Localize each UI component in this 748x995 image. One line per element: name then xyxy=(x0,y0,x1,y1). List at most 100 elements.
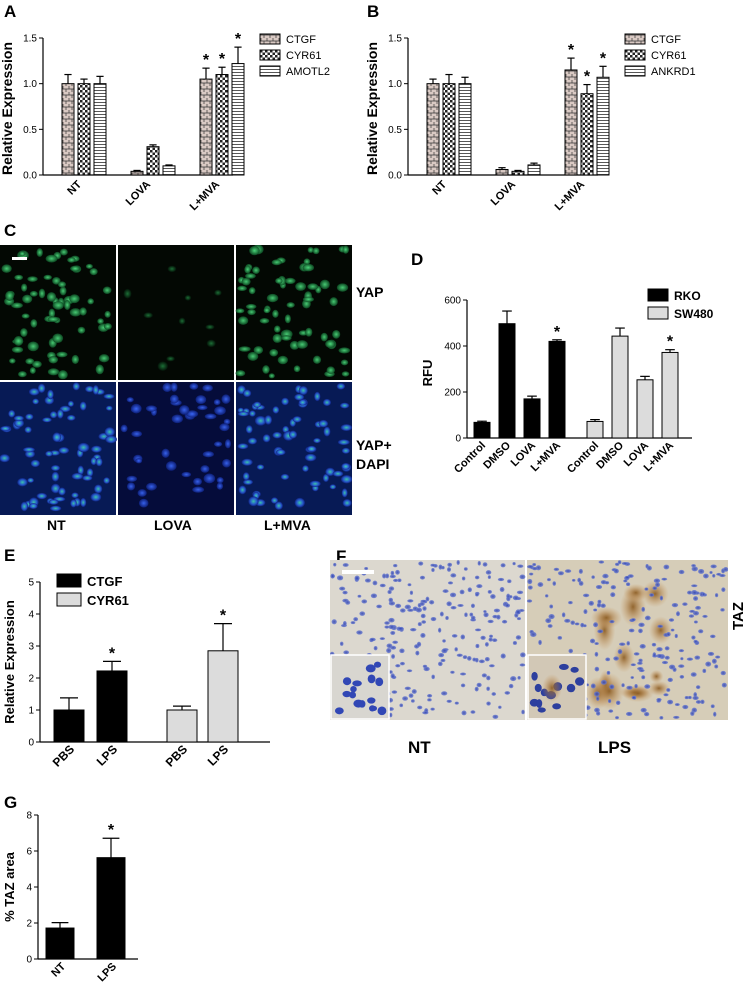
micrograph-tile-yap-nt xyxy=(0,245,116,380)
bar-E-CTGF-PBS xyxy=(53,709,85,743)
micrograph-grid-c xyxy=(0,245,352,515)
x-tick-label-A: L+MVA xyxy=(188,179,223,214)
bar-A-L+MVA-CYR61 xyxy=(215,74,229,176)
bar-A-NT-CTGF xyxy=(61,83,75,176)
y-tick-label-G: 8 xyxy=(26,811,32,822)
row-label-dapi: DAPI xyxy=(356,456,390,472)
x-tick-label-D: DMSO xyxy=(594,439,626,471)
significance-mark-B-L+MVA-ANKRD1: * xyxy=(600,50,607,67)
x-tick-label-E: LPS xyxy=(205,742,231,768)
y-tick-label-A: 0.5 xyxy=(23,125,37,136)
bar-B-NT-ANKRD1 xyxy=(458,83,472,176)
panel-letter-d: D xyxy=(411,250,424,269)
significance-mark-D-SW480-L+MVA: * xyxy=(667,334,674,351)
legend-swatch-E xyxy=(56,592,82,607)
bar-G-NT xyxy=(45,927,75,960)
legend-label-B: ANKRD1 xyxy=(651,66,696,78)
bar-A-NT-AMOTL2 xyxy=(93,83,107,176)
bar-B-L+MVA-ANKRD1 xyxy=(596,76,610,176)
significance-mark-E-CYR61-LPS: * xyxy=(220,608,227,625)
legend-label-A: AMOTL2 xyxy=(286,66,330,78)
bar-B-L+MVA-CTGF xyxy=(564,69,578,176)
y-tick-label-B: 1.0 xyxy=(388,79,402,90)
row-label-yap: YAP xyxy=(356,284,384,300)
bar-D-RKO-L+MVA xyxy=(548,340,566,439)
x-tick-label-E: LPS xyxy=(94,742,120,768)
y-tick-label-D: 0 xyxy=(455,434,461,445)
y-tick-label-E: 1 xyxy=(28,706,34,717)
x-tick-label-A: NT xyxy=(65,178,84,197)
bar-B-LOVA-CTGF xyxy=(495,169,509,176)
legend-swatch-D xyxy=(647,288,669,302)
side-label-taz: TAZ xyxy=(730,601,747,630)
x-tick-label-D: DMSO xyxy=(481,439,513,471)
bar-A-LOVA-CTGF xyxy=(130,170,144,176)
panel-letter-c: C xyxy=(4,221,17,240)
significance-mark-G-LPS: * xyxy=(108,822,115,839)
bar-A-LOVA-AMOTL2 xyxy=(162,165,176,176)
bar-D-RKO-LOVA xyxy=(523,398,541,439)
legend-label-B: CYR61 xyxy=(651,50,686,62)
bar-A-NT-CYR61 xyxy=(77,83,91,176)
bar-D-SW480-Control xyxy=(586,420,604,439)
bar-A-L+MVA-CTGF xyxy=(199,78,213,176)
significance-mark-D-RKO-L+MVA: * xyxy=(554,324,561,341)
y-axis-label-D: RFU xyxy=(420,360,435,387)
x-tick-label-B: L+MVA xyxy=(553,179,588,214)
x-tick-label-B: NT xyxy=(430,178,449,197)
significance-mark-A-L+MVA-CTGF: * xyxy=(203,52,210,69)
y-tick-label-G: 0 xyxy=(26,955,32,966)
panel-letter-a: A xyxy=(4,2,17,21)
bar-D-SW480-LOVA xyxy=(636,379,654,439)
bar-B-NT-CTGF xyxy=(426,83,440,176)
legend-swatch-A xyxy=(259,33,281,45)
chart-e: 0 1 2 3 4 5 Relative Expression PBS * LPS PBS * LPS C… xyxy=(2,573,270,770)
y-axis-label-B: Relative Expression xyxy=(365,42,380,175)
y-tick-label-G: 4 xyxy=(26,883,32,894)
chart-g: 0 2 4 6 8 % TAZ area NT * LPS xyxy=(2,811,138,984)
legend-label-A: CTGF xyxy=(286,34,316,46)
y-tick-label-E: 2 xyxy=(28,674,34,685)
bar-B-LOVA-CYR61 xyxy=(511,170,525,176)
significance-mark-B-L+MVA-CTGF: * xyxy=(568,42,575,59)
legend-swatch-E xyxy=(56,573,82,588)
y-tick-label-E: 0 xyxy=(28,738,34,749)
legend-swatch-A xyxy=(259,49,281,61)
micrograph-tile-yap-lova xyxy=(118,245,234,380)
bar-A-L+MVA-AMOTL2 xyxy=(231,63,245,176)
significance-mark-E-CTGF-LPS: * xyxy=(109,645,116,662)
y-axis-label-G: % TAZ area xyxy=(2,851,17,922)
x-tick-label-D: Control xyxy=(452,440,488,476)
panel-letter-f: F xyxy=(336,547,347,566)
legend-swatch-B xyxy=(624,65,646,77)
col-label-nt: NT xyxy=(47,517,66,533)
x-tick-label-E: PBS xyxy=(163,742,190,769)
bar-E-CYR61-PBS xyxy=(166,709,198,743)
col-label-lmva: L+MVA xyxy=(264,517,311,533)
legend-swatch-D xyxy=(647,306,669,320)
panel-letter-e: E xyxy=(4,546,16,565)
ihc-image-f xyxy=(330,560,728,720)
y-tick-label-B: 0.5 xyxy=(388,125,402,136)
significance-mark-A-L+MVA-AMOTL2: * xyxy=(235,31,242,48)
col-label-f-nt: NT xyxy=(408,738,431,757)
chart-a: 0.0 0.5 1.0 1.5 Relative Expression NT LOVA * * *… xyxy=(0,31,330,214)
legend-label-E: CTGF xyxy=(87,574,122,589)
x-tick-label-D: Control xyxy=(565,440,601,476)
col-label-lova: LOVA xyxy=(154,517,192,533)
legend-label-E: CYR61 xyxy=(87,593,129,608)
x-tick-label-B: LOVA xyxy=(489,179,519,209)
legend-label-B: CTGF xyxy=(651,34,681,46)
bar-A-LOVA-CYR61 xyxy=(146,146,160,176)
bar-B-LOVA-ANKRD1 xyxy=(527,164,541,176)
y-tick-label-G: 2 xyxy=(26,919,32,930)
col-label-f-lps: LPS xyxy=(598,738,632,757)
x-tick-label-G: NT xyxy=(49,960,68,979)
scale-bar-f xyxy=(342,570,374,574)
bar-B-NT-CYR61 xyxy=(442,83,456,176)
y-axis-label-A: Relative Expression xyxy=(0,42,15,175)
y-tick-label-B: 1.5 xyxy=(388,34,402,45)
legend-label-D: SW480 xyxy=(674,307,714,321)
bar-E-CYR61-LPS xyxy=(207,650,239,743)
